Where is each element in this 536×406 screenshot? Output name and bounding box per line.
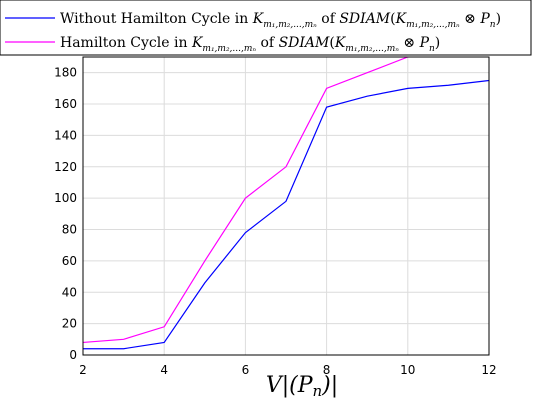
x-tick-label: 4 xyxy=(160,363,168,377)
legend: Without Hamilton Cycle in Km₁,m₂,...,mₙ … xyxy=(0,0,532,56)
y-tick-label: 0 xyxy=(69,348,77,362)
x-tick-label: 12 xyxy=(481,363,496,377)
legend-entry-hamilton: Hamilton Cycle in Km₁,m₂,...,mₙ of SDIAM… xyxy=(60,35,440,54)
legend-entry-without-hamilton: Without Hamilton Cycle in Km₁,m₂,...,mₙ … xyxy=(60,11,501,30)
x-tick-label: 2 xyxy=(79,363,87,377)
x-tick-label: 10 xyxy=(400,363,415,377)
y-tick-label: 40 xyxy=(62,285,77,299)
y-tick-label: 120 xyxy=(54,160,77,174)
series-line-hamilton xyxy=(83,57,410,344)
y-tick-label: 80 xyxy=(62,223,77,237)
y-tick-label: 160 xyxy=(54,97,77,111)
x-tick-label: 8 xyxy=(323,363,331,377)
grid-lines xyxy=(82,57,490,356)
series-layer xyxy=(83,57,489,350)
x-axis-label: V|(Pn)| xyxy=(266,373,338,400)
y-tick-label: 20 xyxy=(62,317,77,331)
series-line-without-hamilton xyxy=(83,79,489,350)
y-tick-label: 100 xyxy=(54,191,77,205)
y-tick-label: 60 xyxy=(62,254,77,268)
legend-box xyxy=(0,0,532,56)
y-tick-label: 180 xyxy=(54,66,77,80)
y-tick-label: 140 xyxy=(54,128,77,142)
plot-area-frame xyxy=(82,56,490,356)
x-tick-label: 6 xyxy=(242,363,250,377)
